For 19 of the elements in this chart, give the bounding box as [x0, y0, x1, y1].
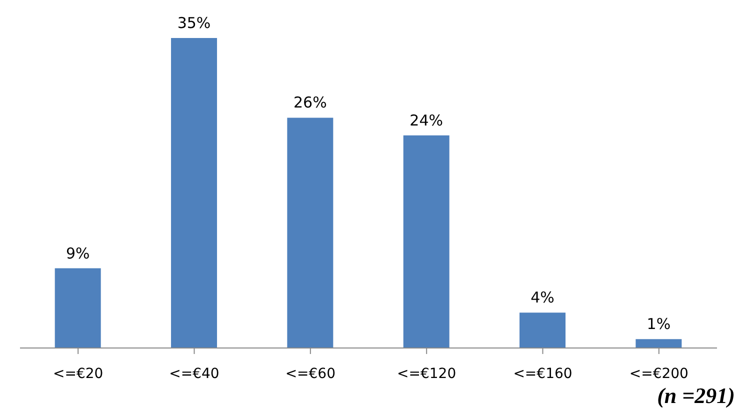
bar [520, 312, 566, 348]
data-label: 26% [294, 94, 327, 112]
data-label: 9% [66, 244, 90, 262]
data-label: 4% [530, 288, 554, 307]
x-tick-label: <=€160 [513, 366, 572, 382]
data-label: 1% [646, 315, 671, 334]
bar [636, 339, 682, 348]
x-tick-label: <=€20 [52, 366, 104, 382]
x-tick-label: <=€120 [397, 366, 456, 382]
bar [54, 268, 101, 348]
bar [287, 118, 334, 348]
bar [171, 38, 218, 348]
text: (n =291) [657, 383, 735, 409]
x-tick-label: <=€200 [629, 366, 688, 382]
x-tick-label: <=€60 [285, 366, 336, 382]
x-tick-label: <=€40 [169, 366, 220, 382]
data-label: 35% [177, 14, 211, 32]
data-label: 24% [410, 111, 444, 130]
bar [403, 135, 450, 348]
